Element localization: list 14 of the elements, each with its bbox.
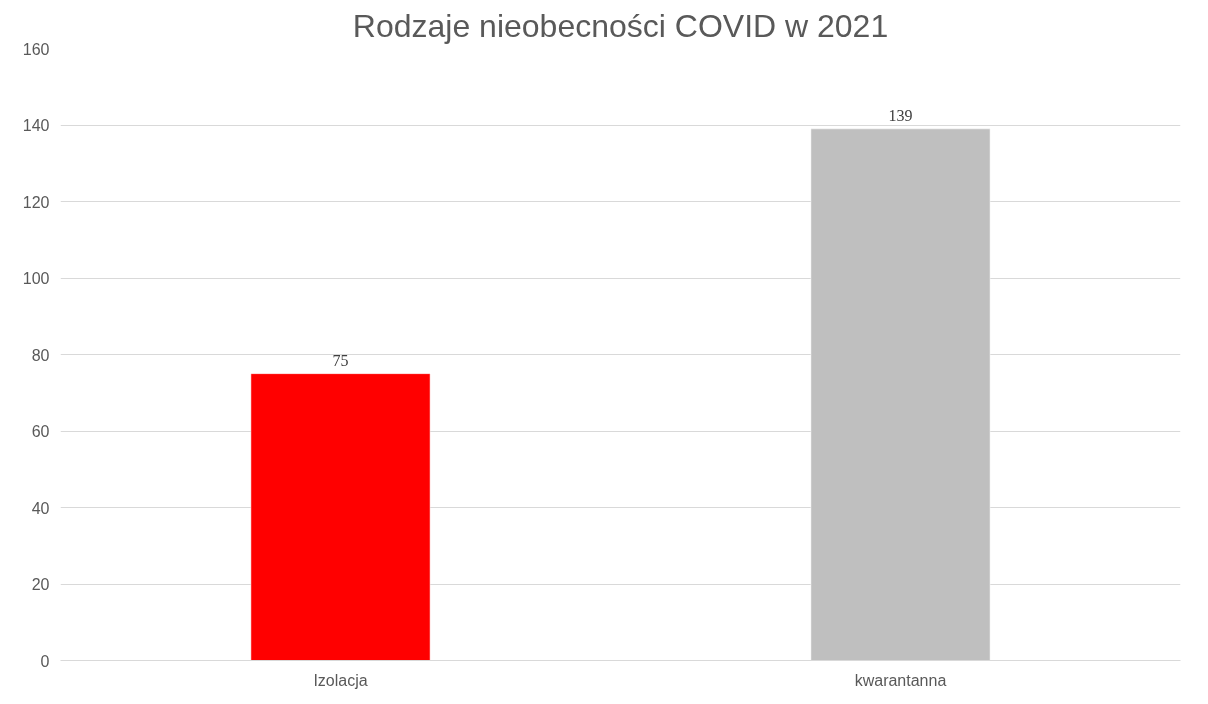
y-tick-label: 40: [31, 499, 50, 517]
y-tick-label: 60: [31, 423, 50, 440]
y-tick-label: 20: [31, 576, 50, 593]
data-label: 139: [888, 106, 913, 124]
data-label: 75: [332, 351, 349, 369]
x-tick-label: Izolacja: [313, 671, 368, 689]
y-tick-label: 160: [22, 40, 50, 58]
y-tick-label: 0: [40, 652, 50, 670]
y-tick-label: 100: [22, 270, 50, 287]
y-tick-label: 120: [22, 193, 50, 211]
y-tick-label: 140: [22, 117, 50, 134]
x-tick-label: kwarantanna: [854, 671, 947, 689]
chart-title: Rodzaje nieobecności COVID w 2021: [352, 7, 889, 44]
y-tick-label: 80: [31, 346, 50, 364]
